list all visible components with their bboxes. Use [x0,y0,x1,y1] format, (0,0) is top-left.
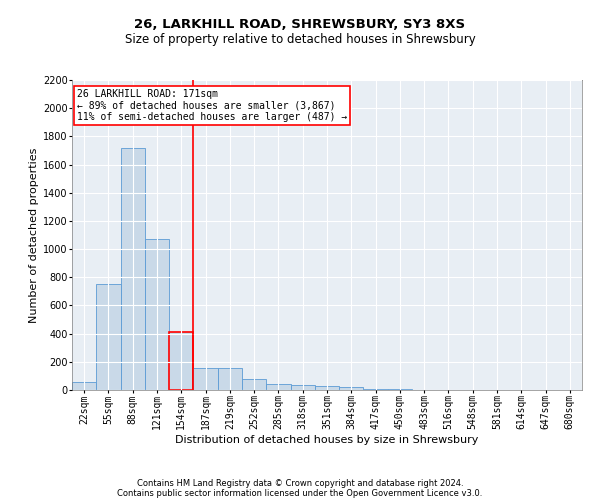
Bar [72,382,96,390]
Bar [96,284,121,390]
X-axis label: Distribution of detached houses by size in Shrewsbury: Distribution of detached houses by size … [175,435,479,445]
Bar [339,387,364,390]
Text: 26 LARKHILL ROAD: 171sqm
← 89% of detached houses are smaller (3,867)
11% of sem: 26 LARKHILL ROAD: 171sqm ← 89% of detach… [77,90,347,122]
Text: Contains HM Land Registry data © Crown copyright and database right 2024.: Contains HM Land Registry data © Crown c… [137,478,463,488]
Bar [145,239,169,390]
Text: 26, LARKHILL ROAD, SHREWSBURY, SY3 8XS: 26, LARKHILL ROAD, SHREWSBURY, SY3 8XS [134,18,466,30]
Bar [242,380,266,390]
Text: Size of property relative to detached houses in Shrewsbury: Size of property relative to detached ho… [125,32,475,46]
Bar [315,386,339,390]
Bar [218,368,242,390]
Bar [169,332,193,390]
Y-axis label: Number of detached properties: Number of detached properties [29,148,39,322]
Bar [121,148,145,390]
Bar [193,368,218,390]
Bar [364,388,388,390]
Bar [266,384,290,390]
Text: Contains public sector information licensed under the Open Government Licence v3: Contains public sector information licen… [118,488,482,498]
Bar [290,385,315,390]
